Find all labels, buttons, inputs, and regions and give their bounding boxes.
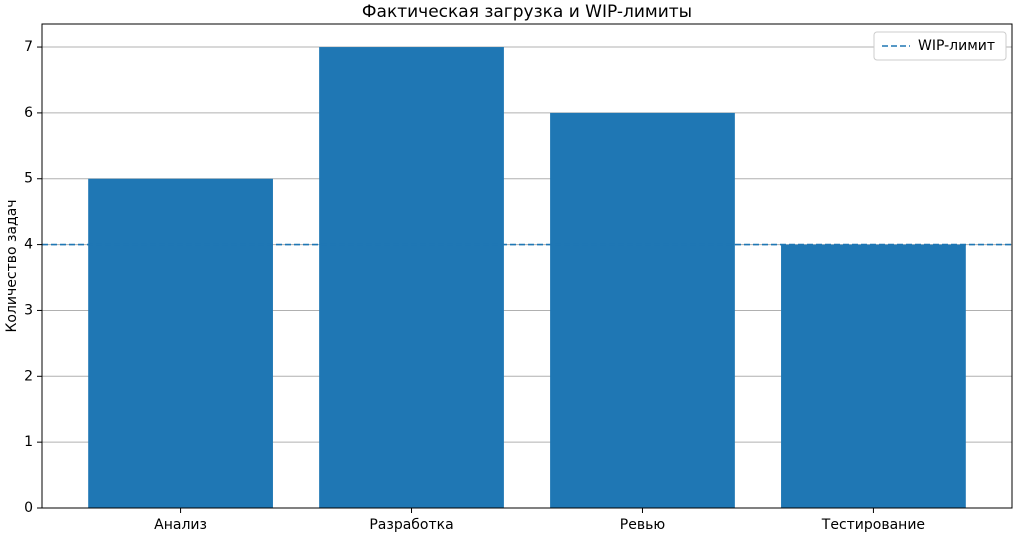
- chart-title: Фактическая загрузка и WIP-лимиты: [362, 2, 692, 22]
- y-tick-label: 5: [24, 171, 33, 187]
- y-tick-label: 1: [24, 434, 33, 450]
- plot-frame: [41, 23, 1013, 509]
- y-tick-label: 6: [24, 105, 33, 121]
- bar: [88, 178, 273, 509]
- bar: [550, 112, 735, 509]
- x-tick-label: Анализ: [154, 517, 207, 533]
- y-tick-label: 4: [24, 237, 33, 253]
- bar: [319, 47, 504, 509]
- legend-label: WIP-лимит: [918, 38, 995, 54]
- y-tick-label: 0: [24, 500, 33, 516]
- x-tick-label: Тестирование: [821, 517, 925, 533]
- y-tick-label: 3: [24, 302, 33, 318]
- y-tick-label: 7: [24, 39, 33, 55]
- x-tick-label: Разработка: [369, 517, 453, 533]
- y-axis-label: Количество задач: [4, 199, 20, 332]
- legend-box: [873, 31, 1007, 61]
- x-tick-label: Ревью: [620, 517, 666, 533]
- y-tick-label: 2: [24, 368, 33, 384]
- bar: [781, 244, 966, 508]
